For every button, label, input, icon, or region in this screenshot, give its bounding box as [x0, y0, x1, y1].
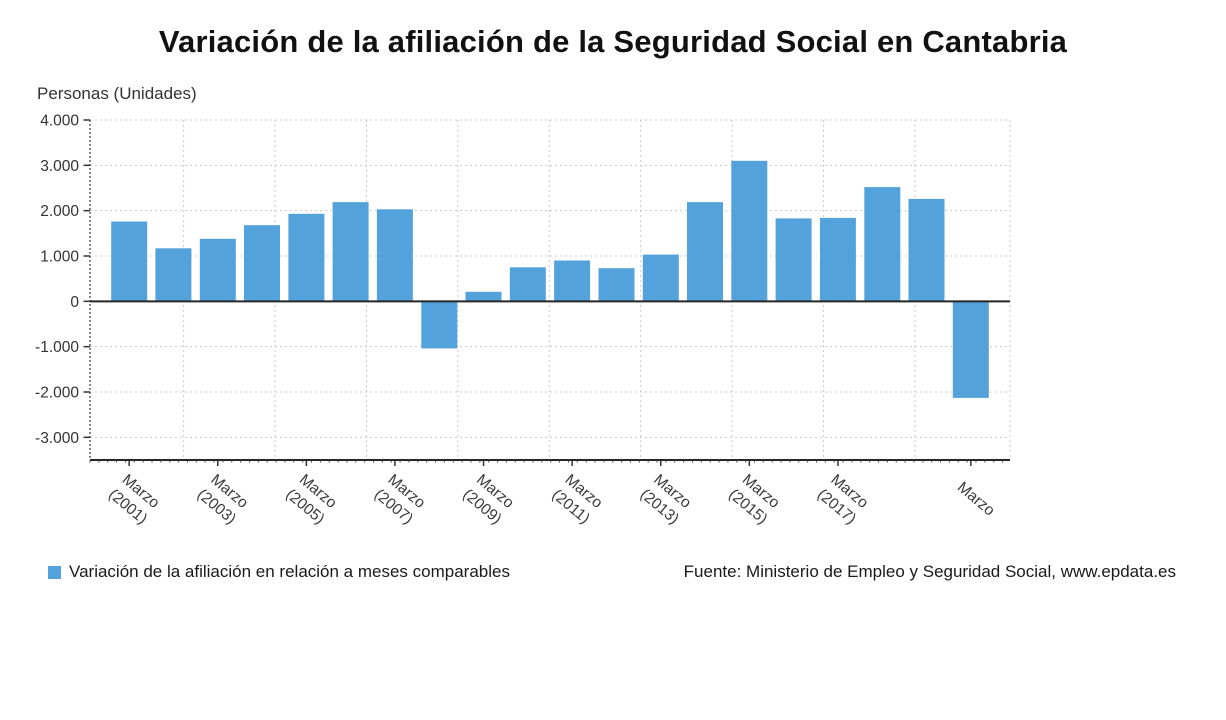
y-axis-label: 3.000: [40, 158, 79, 175]
x-axis-label: Marzo(2011): [549, 471, 606, 527]
bar[interactable]: [155, 248, 192, 302]
chart-footer: Variación de la afiliación en relación a…: [0, 562, 1226, 586]
bar[interactable]: [687, 202, 723, 302]
y-axis-label: -3.000: [35, 430, 79, 447]
y-axis-label: -1.000: [35, 339, 79, 356]
source-text: Fuente: Ministerio de Empleo y Seguridad…: [683, 562, 1176, 581]
bar[interactable]: [421, 301, 458, 349]
y-axis-label: 4.000: [40, 113, 79, 130]
legend-marker-icon: [48, 565, 61, 579]
bar[interactable]: [509, 267, 546, 302]
bar[interactable]: [775, 218, 812, 302]
bar[interactable]: [111, 221, 148, 302]
x-axis-label: Marzo(2017): [814, 471, 871, 528]
chart-title: Variación de la afiliación de la Segurid…: [158, 24, 1068, 59]
x-axis-label: Marzo(2005): [282, 471, 339, 528]
bar[interactable]: [952, 301, 989, 398]
bar[interactable]: [244, 225, 280, 302]
bar[interactable]: [731, 160, 768, 302]
y-axis-label: 0: [70, 294, 79, 311]
bar[interactable]: [642, 254, 679, 302]
x-axis-label: Marzo(2009): [459, 471, 516, 528]
bar[interactable]: [199, 238, 236, 302]
bar[interactable]: [376, 209, 413, 302]
x-axis-label: Marzo(2007): [371, 471, 428, 528]
y-axis-label: 1.000: [40, 249, 79, 266]
bar-chart: 4.000 3.000 2.000 1.000 0 -1.000 -2.000 -3.000 M…: [35, 113, 1011, 528]
bar[interactable]: [465, 291, 502, 302]
y-axis-label: -2.000: [35, 385, 79, 402]
bar[interactable]: [598, 268, 635, 302]
x-axis-label: Marzo(2013): [637, 471, 694, 528]
x-axis-label-line: Marzo: [954, 479, 998, 520]
bar[interactable]: [908, 198, 945, 302]
x-axis-label: Marzo(2015): [725, 471, 782, 528]
y-axis-title: Personas (Unidades): [37, 84, 197, 103]
bar[interactable]: [554, 260, 591, 302]
bar[interactable]: [864, 187, 901, 302]
legend-label: Variación de la afiliación en relación a…: [69, 562, 510, 581]
legend: Variación de la afiliación en relación a…: [48, 562, 510, 582]
x-axis-label: Marzo(2001): [105, 471, 162, 528]
y-axis-label: 2.000: [40, 203, 79, 220]
bar[interactable]: [288, 213, 325, 302]
x-axis-label: Marzo: [954, 479, 998, 520]
x-axis-label: Marzo(2003): [194, 471, 251, 528]
bar[interactable]: [332, 202, 369, 302]
bar[interactable]: [819, 217, 856, 302]
